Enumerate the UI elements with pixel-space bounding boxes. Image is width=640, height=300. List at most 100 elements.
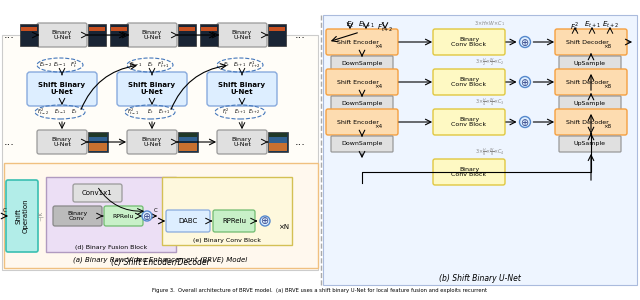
Text: $E_{t+1}$: $E_{t+1}$ [234, 61, 246, 69]
FancyBboxPatch shape [127, 130, 177, 154]
Bar [201, 27, 217, 45]
FancyBboxPatch shape [27, 72, 97, 106]
FancyBboxPatch shape [559, 56, 621, 72]
Text: (a) Binary Raw Video Enhancement (BRVE) Model: (a) Binary Raw Video Enhancement (BRVE) … [73, 256, 247, 263]
Text: Binary
U-Net: Binary U-Net [142, 30, 162, 40]
Text: $\oplus$: $\oplus$ [520, 76, 530, 88]
Circle shape [520, 37, 531, 47]
Text: RPRelu: RPRelu [112, 214, 134, 218]
Text: RPRelu: RPRelu [222, 218, 246, 224]
Text: ×4: ×4 [374, 83, 382, 88]
Text: $3{\times}\frac{H}{4}{\times}\frac{W}{4}{\times}C_3$: $3{\times}\frac{H}{4}{\times}\frac{W}{4}… [475, 97, 505, 108]
Text: ...: ... [294, 137, 305, 147]
Text: ×N: ×N [278, 224, 289, 230]
Bar [269, 137, 287, 143]
FancyBboxPatch shape [555, 29, 627, 55]
Text: ×8: ×8 [603, 124, 611, 128]
FancyBboxPatch shape [6, 180, 38, 252]
Text: $E_t$: $E_t$ [346, 20, 355, 30]
Bar [201, 27, 217, 31]
Text: $F_{t-1}^2$: $F_{t-1}^2$ [127, 106, 139, 117]
FancyBboxPatch shape [433, 109, 505, 135]
Bar [111, 27, 127, 31]
Bar [178, 132, 198, 152]
Bar [269, 133, 287, 137]
FancyBboxPatch shape [331, 96, 393, 112]
Text: ×8: ×8 [603, 83, 611, 88]
Bar [111, 27, 127, 45]
Bar [179, 137, 197, 143]
FancyBboxPatch shape [331, 136, 393, 152]
Bar [110, 24, 128, 46]
Text: ~|K: ~|K [38, 211, 44, 221]
Text: $F_t^2$: $F_t^2$ [223, 106, 230, 117]
Bar [162, 177, 292, 245]
Circle shape [520, 116, 531, 128]
Text: Binary
Conv Block: Binary Conv Block [451, 76, 486, 87]
FancyBboxPatch shape [217, 130, 267, 154]
Text: Shift Binary
U-Net: Shift Binary U-Net [129, 82, 175, 95]
Text: $E_{t+1}$: $E_{t+1}$ [358, 20, 374, 30]
FancyBboxPatch shape [166, 210, 210, 232]
Text: Binary
U-Net: Binary U-Net [52, 30, 72, 40]
Text: $E_t$: $E_t$ [147, 108, 153, 116]
Bar [269, 143, 287, 151]
Text: Binary
U-Net: Binary U-Net [232, 136, 252, 147]
Text: $E_{t+1}$: $E_{t+1}$ [158, 108, 170, 116]
Bar [21, 27, 37, 31]
Bar [200, 24, 218, 46]
Bar [269, 27, 285, 45]
Text: C: C [3, 208, 7, 213]
Text: (e) Binary Conv Block: (e) Binary Conv Block [193, 238, 261, 243]
FancyBboxPatch shape [433, 159, 505, 185]
Circle shape [520, 76, 531, 88]
Bar [89, 27, 105, 31]
Text: Binary
U-Net: Binary U-Net [232, 30, 252, 40]
FancyBboxPatch shape [73, 184, 122, 202]
Text: UpSample: UpSample [574, 101, 606, 106]
Bar [88, 132, 108, 152]
Text: $E_{t+2}$: $E_{t+2}$ [248, 108, 260, 116]
Text: $\oplus$: $\oplus$ [260, 215, 269, 226]
Text: $E_{t+1}$: $E_{t+1}$ [234, 108, 246, 116]
Bar [89, 133, 107, 137]
FancyBboxPatch shape [37, 130, 87, 154]
Text: ×4: ×4 [374, 124, 382, 128]
Text: Shift Decoder: Shift Decoder [566, 119, 609, 124]
FancyBboxPatch shape [559, 136, 621, 152]
Text: Binary
Conv Block: Binary Conv Block [451, 167, 486, 177]
Bar [89, 143, 107, 151]
Bar [179, 27, 195, 45]
Text: $E_t$: $E_t$ [71, 108, 77, 116]
Bar [268, 132, 288, 152]
FancyBboxPatch shape [433, 29, 505, 55]
FancyBboxPatch shape [213, 210, 255, 232]
Text: Shift Encoder: Shift Encoder [337, 80, 379, 85]
Text: $F_t^1$: $F_t^1$ [70, 60, 77, 70]
FancyBboxPatch shape [555, 69, 627, 95]
FancyBboxPatch shape [559, 96, 621, 112]
Text: (d) Binary Fusion Block: (d) Binary Fusion Block [75, 245, 147, 250]
Bar [2, 35, 318, 270]
Text: UpSample: UpSample [574, 61, 606, 67]
Text: Shift Encoder: Shift Encoder [337, 119, 379, 124]
Text: $E_t$: $E_t$ [223, 61, 230, 69]
FancyBboxPatch shape [117, 72, 187, 106]
Bar [179, 27, 195, 31]
Bar [269, 27, 285, 31]
Text: Conv1x1: Conv1x1 [82, 190, 113, 196]
Text: $E_{t-1}$: $E_{t-1}$ [54, 108, 66, 116]
Text: Shift Decoder: Shift Decoder [566, 80, 609, 85]
Text: $\oplus$: $\oplus$ [520, 37, 530, 47]
FancyBboxPatch shape [555, 109, 627, 135]
Text: Shift Decoder: Shift Decoder [566, 40, 609, 44]
Text: $F_t^2$: $F_t^2$ [570, 20, 580, 34]
Text: $F_{t+2}^1$: $F_{t+2}^1$ [248, 60, 260, 70]
Text: (b) Shift Binary U-Net: (b) Shift Binary U-Net [439, 274, 521, 283]
FancyBboxPatch shape [127, 23, 177, 47]
Circle shape [260, 216, 270, 226]
Text: $F_{t+1}^1$: $F_{t+1}^1$ [157, 60, 170, 70]
Text: Binary
Conv Block: Binary Conv Block [451, 37, 486, 47]
Text: ...: ... [4, 137, 15, 147]
Text: $E_{t-1}$: $E_{t-1}$ [129, 61, 143, 69]
